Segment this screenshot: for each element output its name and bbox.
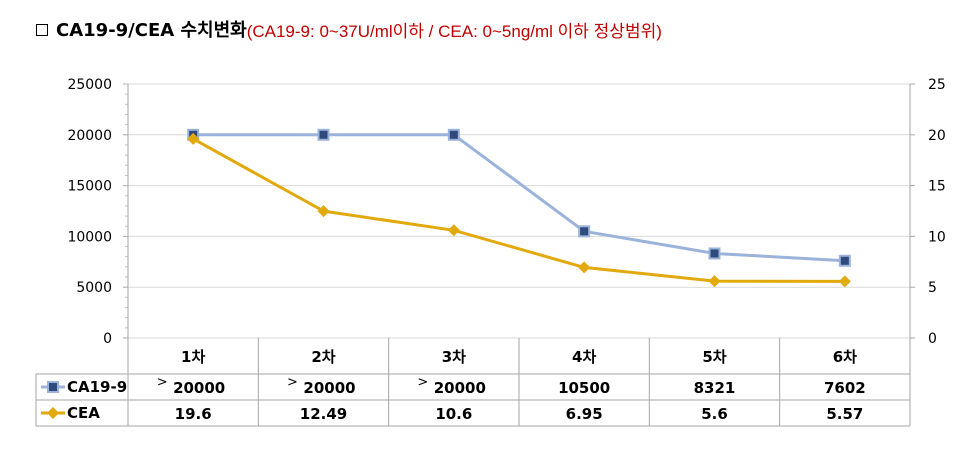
- table-cell-value: 10.6: [435, 405, 472, 423]
- y-left-tick-label: 10000: [67, 229, 112, 245]
- table-cell-value: 6.95: [566, 405, 603, 423]
- axes: 25000 25 20000 20 15000 15 10000 10 5000 5 0 0: [67, 77, 946, 426]
- chart-title-main: CA19-9/CEA 수치변화: [56, 20, 247, 41]
- y-left-tick-label: 5000: [76, 280, 112, 296]
- chart-title: CA19-9/CEA 수치변화 (CA19-9: 0~37U/ml이하 / CE…: [36, 14, 662, 44]
- table-cell-value: 10500: [558, 379, 610, 397]
- table-cell-value: 7602: [824, 379, 866, 397]
- checkbox-bullet-icon: [36, 24, 48, 36]
- table-cell-value: 8321: [694, 379, 736, 397]
- data-point-marker: [187, 132, 200, 145]
- legend-series-name: CEA: [67, 404, 100, 422]
- table-cell-value: 5.57: [826, 405, 863, 423]
- y-left-tick-label: 0: [103, 331, 112, 347]
- series-line-cea: [192, 137, 845, 283]
- data-point-marker: [578, 261, 591, 274]
- y-left-tick-label: 20000: [67, 128, 112, 144]
- y-right-tick-label: 0: [928, 331, 937, 347]
- y-right-tick-label: 15: [928, 179, 946, 195]
- data-point-marker: [838, 254, 851, 267]
- data-point-marker: [317, 128, 330, 141]
- legend-series-name: CA19-9: [67, 378, 127, 396]
- data-point-marker: [708, 247, 721, 260]
- y-left-tick-label: 25000: [67, 77, 112, 93]
- series-plot: [187, 128, 851, 288]
- x-category-label: 5차: [702, 348, 726, 366]
- series-line-ca19-9: [193, 133, 845, 263]
- chart-title-note: (CA19-9: 0~37U/ml이하 / CEA: 0~5ng/ml 이하 정…: [246, 21, 662, 41]
- y-right-tick-label: 25: [928, 77, 946, 93]
- legend-key-marker: [47, 407, 59, 419]
- greater-than-marker: >: [417, 375, 428, 390]
- y-left-tick-label: 15000: [67, 179, 112, 195]
- gridlines: [128, 83, 910, 339]
- table-cell-value: 12.49: [300, 405, 347, 423]
- greater-than-marker: >: [287, 375, 298, 390]
- data-point-marker: [447, 224, 460, 237]
- x-category-label: 3차: [442, 348, 466, 366]
- data-point-marker: [838, 275, 851, 288]
- table-cell-value: 19.6: [175, 405, 212, 423]
- data-point-marker: [708, 275, 721, 288]
- table-cell-value: 5.6: [701, 405, 728, 423]
- data-point-marker: [447, 128, 460, 141]
- y-right-tick-label: 10: [928, 229, 946, 245]
- y-right-tick-label: 5: [928, 280, 937, 296]
- greater-than-marker: >: [157, 375, 168, 390]
- table-cell-value: 20000: [434, 379, 486, 397]
- table-cell-value: 20000: [173, 379, 225, 397]
- x-category-label: 1차: [181, 348, 205, 366]
- y-right-tick-label: 20: [928, 128, 946, 144]
- table-cell-value: 20000: [303, 379, 355, 397]
- x-category-label: 6차: [833, 348, 857, 366]
- data-point-marker: [317, 205, 330, 218]
- x-category-label: 2차: [311, 348, 335, 366]
- legend-key-marker: [47, 381, 59, 393]
- data-point-marker: [578, 225, 591, 238]
- data-table: 1차 2차 3차 4차 5차 6차 CA19-9 20000 > 20000 > 20000 > 1050…: [35, 338, 910, 427]
- x-category-label: 4차: [572, 348, 596, 366]
